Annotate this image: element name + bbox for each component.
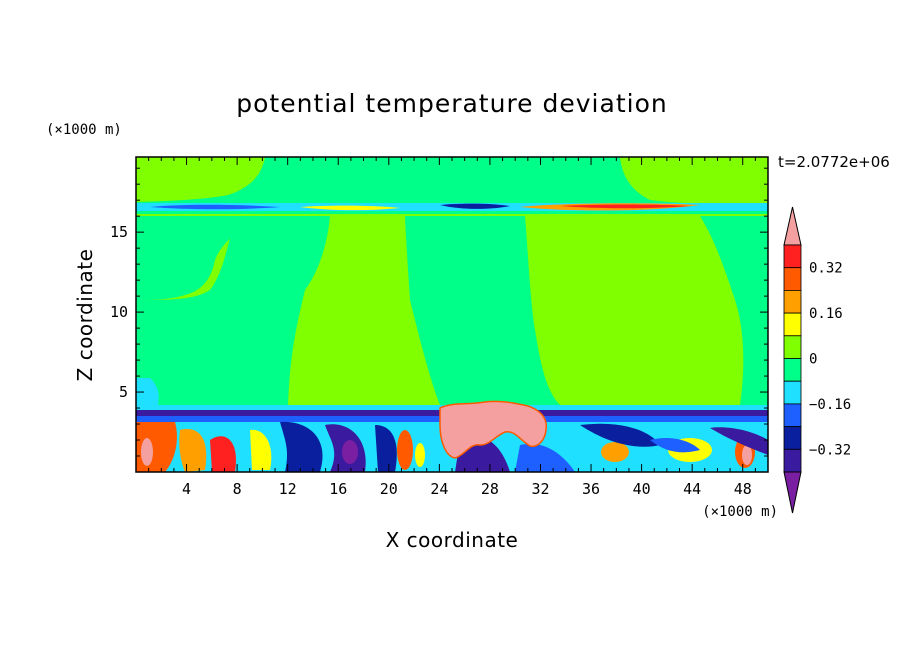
y-axis-unit: (×1000 m) (46, 122, 122, 138)
mid-region-center (136, 216, 330, 405)
y-axis-label: Z coordinate (73, 249, 97, 382)
x-axis-label: X coordinate (386, 528, 519, 552)
x-axis-ticks: 4 8 12 16 20 24 28 32 36 40 44 48 (148, 157, 756, 498)
x-tick-label: 12 (279, 480, 297, 498)
warm-plume (439, 400, 548, 459)
y-axis-ticks: 5 10 15 (110, 167, 768, 457)
x-tick-label: 36 (582, 480, 600, 498)
y-tick-label: 15 (110, 223, 128, 241)
bl-warm-eddies (136, 422, 755, 472)
colorbar-swatch (783, 312, 802, 337)
colorbar-swatch (783, 358, 802, 382)
tropopause-red (560, 204, 690, 209)
tropopause-navy (440, 203, 510, 209)
x-tick-label: 16 (329, 480, 347, 498)
x-tick-label: 44 (683, 480, 701, 498)
tropopause-line (136, 211, 768, 214)
x-tick-label: 20 (380, 480, 398, 498)
colorbar-swatch (783, 289, 802, 314)
time-annotation: t=2.0772e+06 (778, 153, 890, 171)
x-tick-label: 40 (633, 480, 651, 498)
colorbar-label: −0.16 (809, 397, 851, 413)
left-cyan-patch (136, 378, 159, 405)
colorbar-swatch (783, 335, 802, 359)
colorbar-swatch (783, 448, 802, 473)
colorbar-bottom-triangle (783, 471, 802, 514)
tropopause-yellow (300, 205, 400, 211)
colorbar-label: 0.32 (809, 261, 843, 277)
x-tick-label: 32 (531, 480, 549, 498)
x-tick-label: 8 (233, 480, 242, 498)
contour-field (136, 157, 768, 472)
bl-cold-eddies (280, 421, 768, 472)
mid-region-right (405, 216, 560, 405)
colorbar-swatch (783, 426, 802, 450)
colorbar-label: −0.32 (809, 442, 851, 458)
colorbar-label: 0 (809, 352, 817, 368)
colorbar-swatch (783, 380, 802, 405)
colorbar-top-triangle (783, 206, 802, 246)
mid-region-left (136, 216, 250, 300)
x-tick-label: 4 (182, 480, 191, 498)
colorbar-swatch (783, 244, 802, 269)
colorbar: 0.32 0.16 0 −0.16 −0.32 (783, 206, 851, 514)
y-tick-label: 5 (119, 383, 128, 401)
x-tick-label: 28 (481, 480, 499, 498)
x-tick-label: 48 (734, 480, 752, 498)
chart-title: potential temperature deviation (236, 89, 667, 118)
y-tick-label: 10 (110, 303, 128, 321)
colorbar-label: 0.16 (809, 306, 843, 322)
x-axis-unit: (×1000 m) (702, 504, 778, 520)
tropopause-blue-left (150, 204, 280, 210)
colorbar-swatch (783, 267, 802, 291)
x-tick-label: 24 (430, 480, 448, 498)
mid-region-far-right (700, 216, 768, 405)
upper-band-patch-right (620, 157, 768, 204)
colorbar-swatch (783, 403, 802, 427)
upper-band-patch-left (136, 157, 265, 202)
